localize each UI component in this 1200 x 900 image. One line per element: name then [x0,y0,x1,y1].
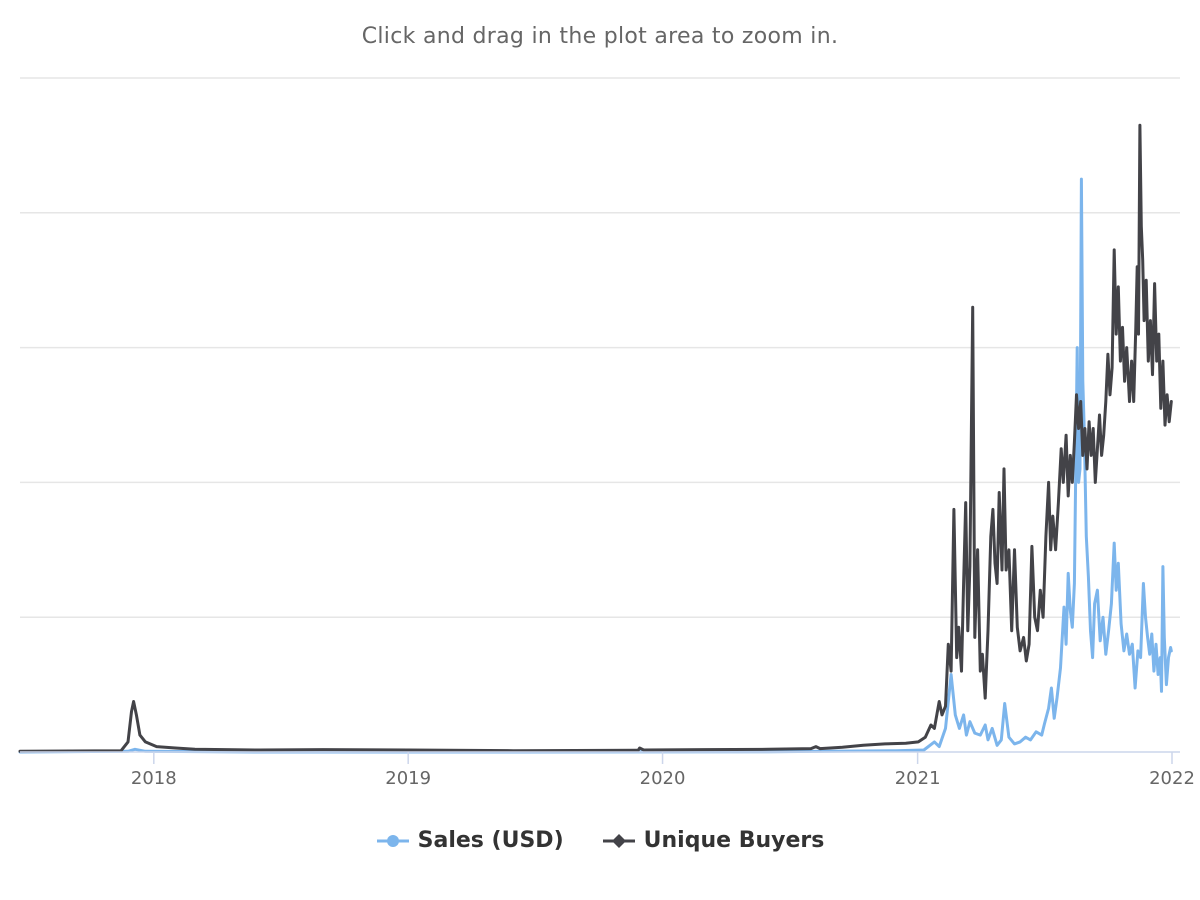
x-axis: 2018 2019 2020 2021 2022 [20,751,1195,789]
chart-subtitle: Click and drag in the plot area to zoom … [361,24,839,49]
diamond-marker-icon [602,833,635,848]
x-tick-label: 2020 [640,768,686,789]
x-tick-label: 2019 [385,768,431,789]
series-line-unique-buyers[interactable] [18,123,1173,753]
legend-label-unique-buyers: Unique Buyers [643,828,825,853]
series-line-sales-usd[interactable] [18,177,1173,754]
x-tick-label: 2022 [1149,768,1195,789]
y-gridlines [20,77,1180,618]
x-tick-label: 2021 [895,768,941,789]
circle-marker-icon [376,834,409,847]
legend-label-sales: Sales (USD) [417,828,564,853]
series-lines [18,123,1173,754]
x-tick-label: 2018 [131,768,177,789]
legend-item-sales[interactable]: Sales (USD) [376,828,564,853]
legend-item-unique-buyers[interactable]: Unique Buyers [602,828,825,853]
chart-legend: Sales (USD) Unique Buyers [0,828,1200,853]
